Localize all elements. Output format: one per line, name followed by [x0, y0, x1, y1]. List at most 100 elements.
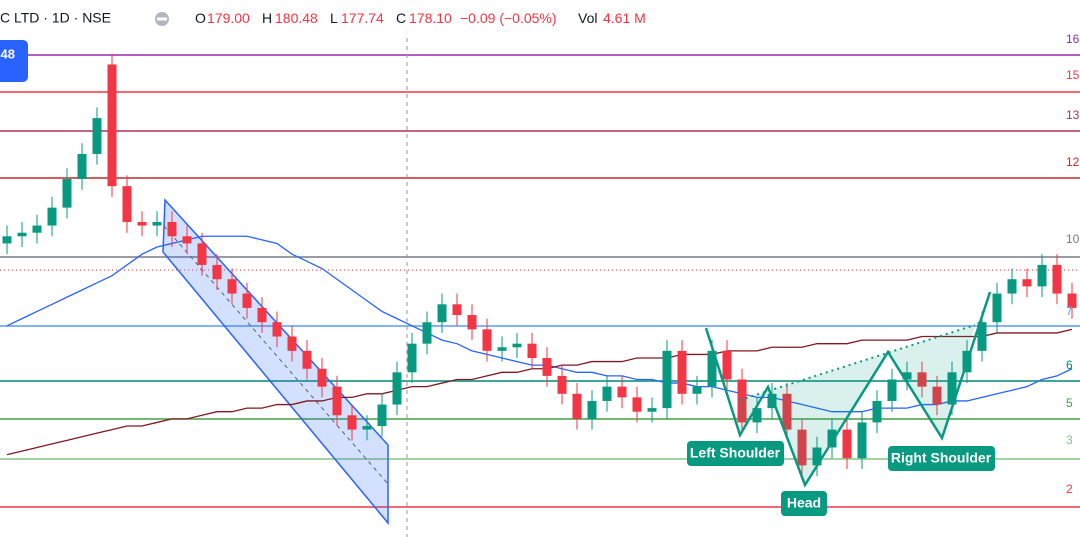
annotation: Head: [787, 495, 821, 511]
candle-body: [332, 386, 342, 416]
candle-body: [317, 368, 327, 387]
candle-body: [932, 386, 942, 405]
price-label: 15: [1066, 68, 1080, 82]
candle-body: [497, 347, 507, 351]
annotation-box: [888, 446, 995, 471]
candle-body: [362, 426, 372, 430]
value: 180.48: [275, 10, 318, 26]
plot: [2, 53, 1077, 477]
candle-body: [572, 393, 582, 419]
header-bg: [0, 4, 640, 34]
value: 178.10: [409, 10, 452, 26]
candle-body: [617, 386, 627, 398]
candle-body: [602, 386, 612, 401]
candle-body: [77, 153, 87, 179]
candle-body: [512, 343, 522, 348]
candle-body: [812, 447, 822, 466]
candle-body: [707, 350, 717, 387]
candle-body: [917, 372, 927, 387]
candle-body: [242, 293, 252, 308]
neckline: [739, 324, 976, 401]
candle-body: [107, 64, 117, 187]
candle-body: [527, 343, 537, 358]
candle-body: [452, 304, 462, 316]
value: 4.61 M: [603, 10, 646, 26]
price-label: 3: [1066, 433, 1073, 447]
price-label: 10: [1066, 232, 1080, 246]
candle-body: [302, 350, 312, 369]
candle-body: [137, 221, 147, 226]
candle-body: [17, 232, 27, 237]
candle-body: [47, 207, 57, 226]
candle-body: [857, 422, 867, 459]
candle-body: [2, 236, 12, 244]
annotations: Left Shoulder Head Right Shoulder: [687, 441, 995, 516]
candle-body: [557, 375, 567, 394]
candle-body: [212, 264, 222, 280]
annotation-box: [781, 491, 827, 516]
ohlc: O 179.00 H 180.48 L 177.74 C 178.10 −0.0…: [195, 10, 646, 26]
candle-body: [902, 372, 912, 380]
candle-body: [62, 179, 72, 208]
candle-body: [827, 429, 837, 448]
candle-body: [1052, 264, 1062, 294]
candle-body: [92, 118, 102, 154]
candle-body: [992, 293, 1002, 323]
label: L: [330, 10, 338, 26]
candle-body: [287, 336, 297, 351]
candle-body: [227, 279, 237, 294]
candle-body: [392, 372, 402, 405]
candle-body: [437, 304, 447, 323]
candle-body: [122, 186, 132, 222]
status-icon-bar: [157, 17, 167, 21]
candle-body: [797, 429, 807, 466]
candle-body: [272, 322, 282, 337]
candle-body: [662, 350, 672, 409]
price-label: 12: [1066, 155, 1080, 169]
candle-body: [947, 372, 957, 405]
candle-body: [692, 386, 702, 394]
candle-body: [407, 343, 417, 373]
change: −0.09 (−0.05%): [460, 10, 557, 26]
badge-text: 48: [1, 46, 15, 61]
candle-body: [647, 408, 657, 412]
label: C: [396, 10, 406, 26]
label: Vol: [578, 10, 597, 26]
candle-body: [182, 236, 192, 244]
candle-body: [32, 225, 42, 233]
pattern-fill: [740, 325, 975, 485]
candle-body: [737, 379, 747, 423]
candle-body: [152, 221, 162, 226]
annotation: Right Shoulder: [891, 450, 992, 466]
candle-body: [467, 315, 477, 330]
candle-body: [377, 404, 387, 427]
label: O: [195, 10, 206, 26]
candle-body: [167, 221, 177, 237]
annotation-box: [687, 441, 784, 466]
channel: [162, 198, 389, 526]
candle-body: [782, 393, 792, 430]
candle-body: [1067, 293, 1077, 308]
moving-average: [6, 328, 1073, 456]
candle-body: [1037, 264, 1047, 287]
value: 177.74: [341, 10, 384, 26]
candle-body: [887, 379, 897, 401]
pattern: [704, 291, 992, 488]
price-label: 13: [1066, 108, 1080, 122]
candle-body: [677, 350, 687, 394]
price-labels: 16 15 13 12 10 7 6 5 3 2: [1066, 32, 1080, 496]
candle-body: [257, 307, 267, 323]
pattern-line: [704, 291, 992, 488]
candle-body: [1007, 279, 1017, 294]
price-label: 5: [1066, 396, 1073, 410]
candle-body: [752, 408, 762, 423]
price-label: 2: [1066, 482, 1073, 496]
candle-body: [587, 400, 597, 419]
candle-body: [482, 329, 492, 351]
symbol: C LTD · 1D · NSE: [0, 10, 111, 26]
candle-body: [842, 429, 852, 459]
value: 179.00: [207, 10, 250, 26]
badge: [0, 40, 28, 82]
